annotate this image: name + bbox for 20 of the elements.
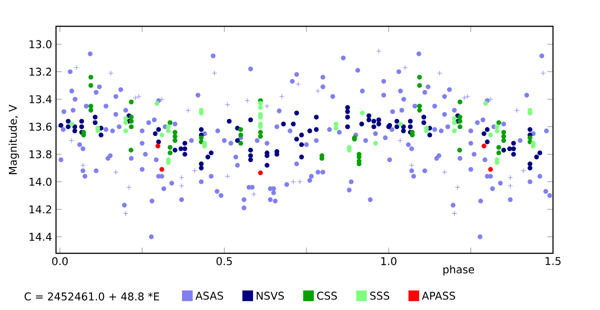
y-tick-label: 13.2 [30,68,52,76]
y-tick-label: 14.4 [30,232,52,241]
text: C = 2452461.0 + 48.8 *E [24,292,160,300]
y-tick-label: 14.0 [30,178,52,186]
legend-label: ASAS [195,292,224,300]
y-axis-title: Magnitude, V [8,104,19,174]
y-tick-label: 14.2 [30,205,52,214]
legend-label: NSVS [256,292,284,300]
y-tick-label: 13.8 [30,150,52,158]
y-tick-label: 13.6 [30,122,52,131]
x-tick-label: 0.5 [216,257,232,266]
legend-label: CSS [317,292,337,300]
x-tick-label: 1.0 [381,257,396,266]
x-tick-label: 1.5 [546,257,561,266]
legend-label: APASS [422,292,456,300]
y-tick-label: 13.0 [30,40,52,48]
legend-label: SSS [370,292,390,300]
x-axis-title: phase [443,265,474,276]
y-tick-label: 13.4 [30,95,52,104]
x-tick-label: 0.0 [52,257,68,266]
